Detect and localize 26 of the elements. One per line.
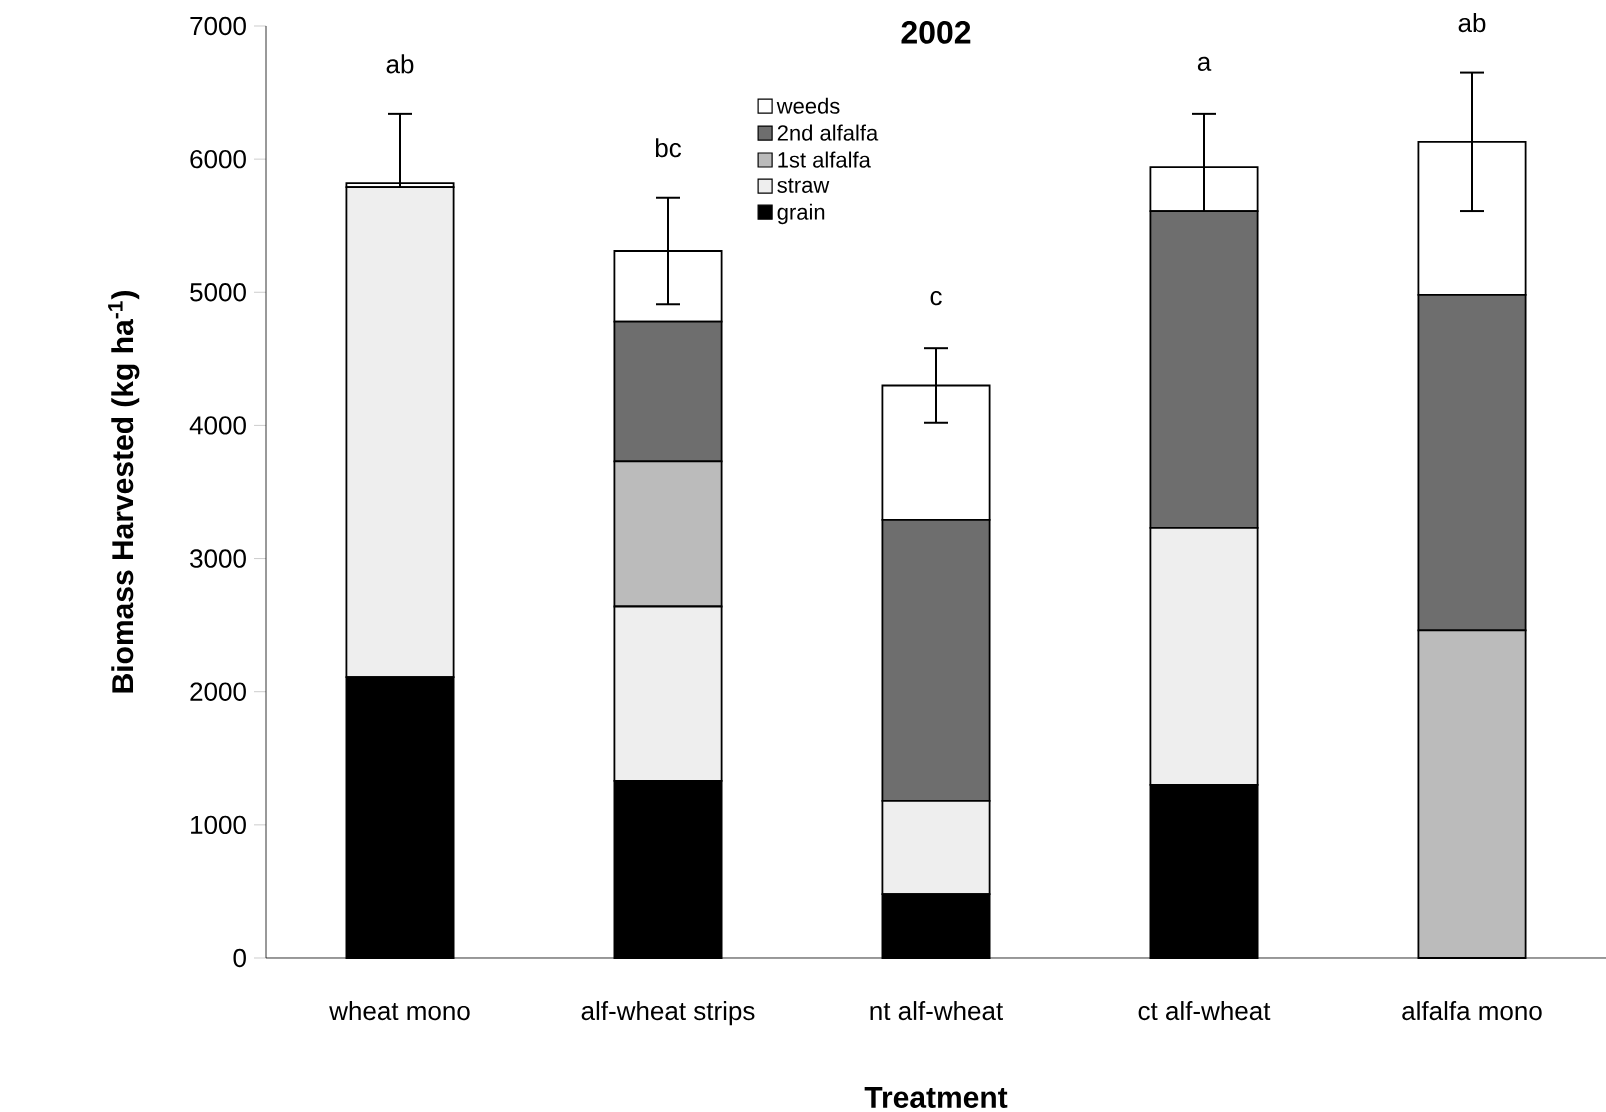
annotation: c bbox=[930, 291, 942, 306]
y-tick-label: 1000 bbox=[191, 815, 246, 835]
x-tick-label: wheat mono bbox=[329, 1001, 470, 1021]
chart-title: 2002 bbox=[901, 21, 971, 44]
legend-label: grain bbox=[777, 203, 825, 225]
legend-label: 2nd alfalfa bbox=[777, 124, 879, 141]
x-tick-label: nt alf-wheat bbox=[870, 1001, 1003, 1021]
x-tick-label: alf-wheat strips bbox=[581, 1001, 755, 1026]
legend-label: 1st alfalfa bbox=[778, 151, 871, 168]
x-tick-label: alfalfa mono bbox=[1402, 1001, 1542, 1021]
y-tick-label: 7000 bbox=[190, 16, 246, 36]
legend-label: straw bbox=[777, 178, 830, 193]
annotation: a bbox=[1197, 56, 1212, 71]
y-axis-title: Biomass Harvested (kg ha$^{-1}$) bbox=[108, 291, 140, 693]
x-axis-title: Treatment bbox=[864, 1087, 1008, 1108]
y-tick-label: 2000 bbox=[190, 682, 246, 701]
y-tick-label: 6000 bbox=[190, 149, 246, 169]
annotation: ab bbox=[1458, 13, 1486, 33]
annotation: ab bbox=[386, 54, 414, 74]
y-tick-label: 4000 bbox=[189, 416, 246, 435]
y-tick-label: 3000 bbox=[190, 549, 246, 568]
y-tick-label: 0 bbox=[233, 948, 246, 968]
legend-label: weeds bbox=[776, 97, 840, 114]
x-tick-label: ct alf-wheat bbox=[1138, 1001, 1271, 1021]
y-tick-label: 5000 bbox=[190, 283, 246, 302]
annotation: bc bbox=[655, 138, 682, 158]
